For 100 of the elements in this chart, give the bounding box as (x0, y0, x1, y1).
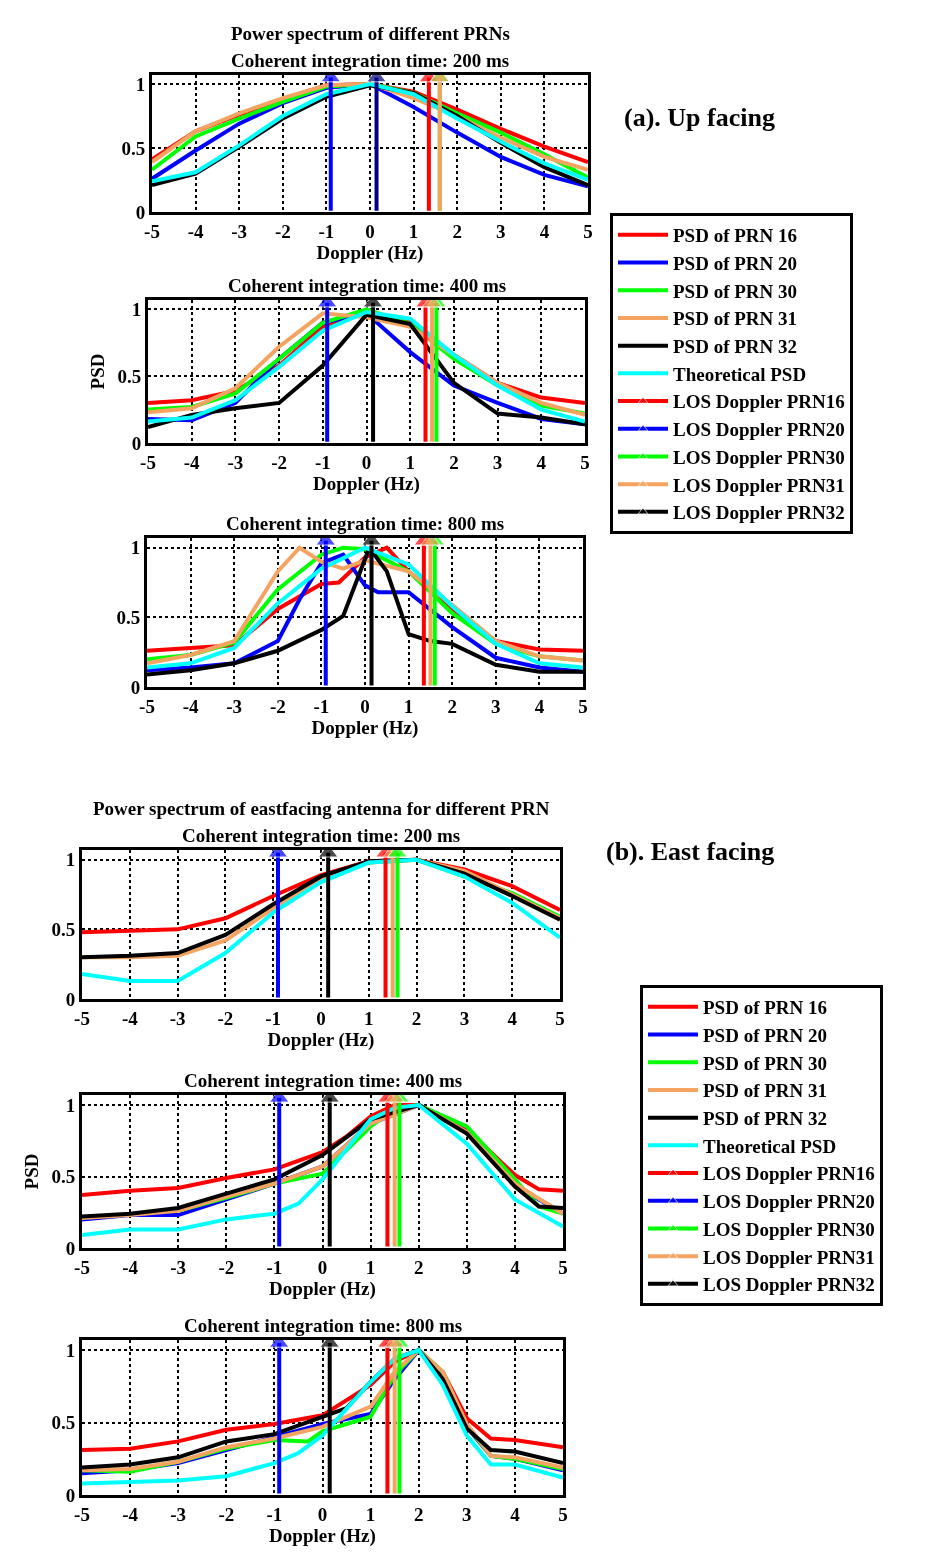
y-tick-label: 0 (65, 1484, 76, 1506)
legend-label: PSD of PRN 32 (673, 336, 798, 358)
x-tick-label: 3 (462, 1256, 472, 1278)
y-tick-label: 0.5 (51, 1412, 76, 1434)
x-tick-label: 4 (507, 1007, 518, 1029)
y-tick-label: 1 (65, 1339, 76, 1361)
legend-label: Theoretical PSD (673, 363, 807, 385)
legend-label: LOS Doppler PRN32 (703, 1274, 875, 1296)
x-tick-label: -2 (217, 1007, 234, 1029)
x-tick-label: 2 (449, 451, 459, 473)
y-tick-label: 0.5 (51, 919, 76, 941)
x-tick-label: -4 (121, 1007, 139, 1029)
x-tick-label: -1 (266, 1256, 283, 1278)
chart-title: Coherent integration time: 400 ms (184, 1070, 463, 1091)
x-tick-label: 3 (462, 1503, 472, 1525)
x-tick-label: -3 (231, 220, 248, 242)
x-tick-label: -3 (170, 1256, 187, 1278)
x-tick-label: -1 (266, 1503, 283, 1525)
x-tick-label: 3 (459, 1007, 470, 1029)
x-tick-label: -5 (74, 1256, 90, 1278)
x-tick-label: -2 (218, 1503, 235, 1525)
chart-title: Power spectrum of different PRNs (231, 23, 510, 44)
x-tick-label: -1 (313, 695, 330, 717)
x-tick-label: -1 (314, 451, 331, 473)
legend-label: PSD of PRN 31 (703, 1080, 828, 1102)
x-tick-label: 2 (411, 1007, 422, 1029)
y-tick-label: 0.5 (51, 1166, 76, 1188)
x-tick-label: 1 (365, 1256, 376, 1278)
legend-label: PSD of PRN 32 (703, 1108, 828, 1130)
y-tick-label: 1 (135, 73, 146, 95)
x-tick-label: -1 (265, 1007, 282, 1029)
y-axis-title: PSD (21, 1153, 43, 1190)
x-tick-label: 2 (447, 695, 457, 717)
y-tick-label: 0 (135, 201, 146, 223)
x-tick-label: 1 (365, 1503, 376, 1525)
legend-label: LOS Doppler PRN30 (673, 446, 845, 468)
legend-label: LOS Doppler PRN20 (703, 1191, 875, 1213)
x-tick-label: 4 (536, 451, 547, 473)
y-tick-label: 0.5 (117, 365, 142, 387)
x-tick-label: 5 (580, 451, 590, 473)
x-tick-label: -3 (226, 695, 243, 717)
x-axis-title: Doppler (Hz) (316, 241, 424, 264)
x-axis-title: Doppler (Hz) (269, 1277, 376, 1300)
x-tick-label: 2 (413, 1256, 424, 1278)
legend-label: PSD of PRN 30 (673, 280, 798, 302)
y-tick-label: 0 (130, 676, 141, 698)
x-tick-label: 5 (558, 1256, 568, 1278)
x-tick-label: -3 (169, 1007, 186, 1029)
x-tick-label: -4 (182, 695, 200, 717)
x-tick-label: 1 (403, 695, 414, 717)
x-tick-label: 3 (496, 220, 506, 242)
x-tick-label: 0 (316, 1007, 326, 1029)
x-tick-label: -2 (218, 1256, 235, 1278)
x-tick-label: -5 (74, 1007, 90, 1029)
legend-label: LOS Doppler PRN31 (703, 1246, 875, 1268)
text: (b). East facing (606, 837, 775, 866)
x-tick-label: -5 (74, 1503, 90, 1525)
x-tick-label: 0 (317, 1256, 328, 1278)
x-tick-label: 0 (365, 220, 375, 242)
text: (a). Up facing (624, 103, 775, 132)
x-tick-label: 4 (534, 695, 545, 717)
x-tick-label: 3 (491, 695, 501, 717)
x-tick-label: -5 (140, 451, 156, 473)
y-tick-label: 1 (65, 849, 76, 871)
x-tick-label: -3 (170, 1503, 187, 1525)
chart-title: Power spectrum of eastfacing antenna for different PRN (93, 798, 550, 819)
x-tick-label: -2 (274, 220, 291, 242)
x-tick-label: 3 (492, 451, 503, 473)
legend-label: LOS Doppler PRN32 (673, 502, 845, 524)
y-axis-title: PSD (87, 353, 109, 390)
x-tick-label: 4 (510, 1503, 521, 1525)
x-tick-label: -2 (271, 451, 288, 473)
x-axis-title: Doppler (Hz) (311, 716, 419, 739)
y-tick-label: 0.5 (121, 137, 146, 159)
y-tick-label: 0 (65, 1237, 76, 1259)
x-tick-label: -2 (269, 695, 286, 717)
legend-label: PSD of PRN 30 (703, 1052, 828, 1074)
x-axis-title: Doppler (Hz) (313, 472, 420, 495)
legend-label: PSD of PRN 20 (673, 252, 798, 274)
x-tick-label: 5 (558, 1503, 568, 1525)
legend-label: LOS Doppler PRN31 (673, 474, 845, 496)
y-tick-label: 0 (65, 988, 76, 1010)
x-tick-label: -5 (144, 220, 160, 242)
x-tick-label: -5 (139, 695, 155, 717)
y-tick-label: 0.5 (116, 607, 141, 629)
y-tick-label: 1 (131, 299, 142, 321)
x-tick-label: 5 (583, 220, 593, 242)
chart-title: Coherent integration time: 800 ms (226, 513, 505, 534)
x-tick-label: 1 (408, 220, 419, 242)
legend-label: PSD of PRN 31 (673, 308, 798, 330)
x-tick-label: 2 (413, 1503, 424, 1525)
x-tick-label: 4 (539, 220, 550, 242)
legend-label: LOS Doppler PRN16 (673, 391, 845, 413)
y-tick-label: 1 (130, 537, 141, 559)
legend-label: PSD of PRN 20 (703, 1024, 828, 1046)
legend-label: Theoretical PSD (703, 1135, 837, 1157)
chart-title: Coherent integration time: 800 ms (184, 1315, 463, 1336)
x-tick-label: 0 (360, 695, 370, 717)
x-tick-label: -1 (318, 220, 335, 242)
x-tick-label: -4 (183, 451, 201, 473)
